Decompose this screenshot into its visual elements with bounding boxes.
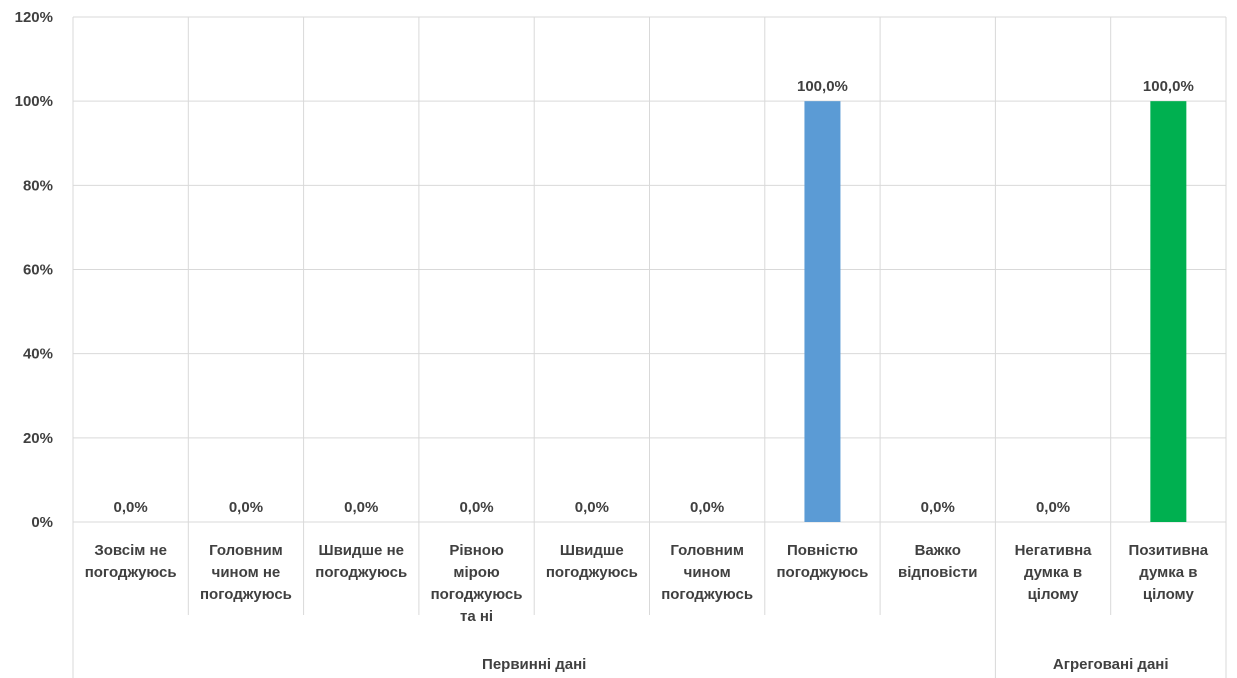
data-labels: 0,0% 0,0% 0,0% 0,0% 0,0% 0,0% 100,0% 0,0% 0,0% 10… [114, 78, 1194, 516]
data-label: 0,0% [575, 499, 609, 516]
category-label: Головним чином не погоджуюсь [200, 542, 292, 603]
category-label: Швидше погоджуюсь [546, 542, 638, 581]
category-label: Головним чином погоджуюсь [661, 542, 753, 603]
data-label: 0,0% [114, 499, 148, 516]
category-label: Позитивна думка в цілому [1129, 542, 1209, 603]
group-label: Агреговані дані [1053, 656, 1169, 673]
y-tick-label: 120% [15, 9, 53, 26]
data-label: 0,0% [690, 499, 724, 516]
y-tick-label: 100% [15, 93, 53, 110]
bar [804, 101, 841, 523]
data-label: 0,0% [1036, 499, 1070, 516]
category-label: Швидше не погоджуюсь [315, 542, 407, 581]
data-label: 0,0% [459, 499, 493, 516]
category-label: Негативна думка в цілому [1015, 542, 1093, 603]
bars [804, 101, 1187, 523]
category-label: Рівною мірою погоджуюсь та ні [431, 542, 523, 625]
group-label: Первинні дані [482, 656, 586, 673]
category-label: Повністю погоджуюсь [776, 542, 868, 581]
y-tick-label: 0% [31, 514, 53, 531]
category-label: Зовсім не погоджуюсь [85, 542, 177, 581]
y-tick-label: 60% [23, 262, 53, 279]
y-axis-tick-labels: 0% 20% 40% 60% 80% 100% 120% [15, 9, 53, 531]
gridlines [72, 16, 1227, 678]
y-tick-label: 80% [23, 177, 53, 194]
data-label: 100,0% [797, 78, 848, 95]
category-label: Важко відповісти [898, 542, 977, 581]
data-label: 0,0% [229, 499, 263, 516]
data-label: 0,0% [921, 499, 955, 516]
group-labels: Первинні дані Агреговані дані [482, 656, 1168, 673]
data-label: 0,0% [344, 499, 378, 516]
data-label: 100,0% [1143, 78, 1194, 95]
category-labels: Зовсім не погоджуюсь Головним чином не погод… [85, 542, 1209, 625]
y-tick-label: 20% [23, 430, 53, 447]
y-tick-label: 40% [23, 346, 53, 363]
bar [1150, 101, 1187, 523]
